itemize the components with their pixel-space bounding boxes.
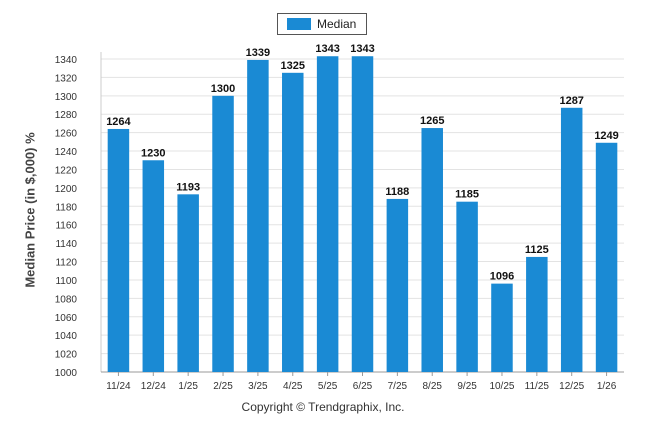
data-label: 1264	[106, 116, 131, 128]
y-tick-label: 1100	[55, 276, 77, 287]
y-tick-label: 1040	[55, 331, 78, 342]
bar	[526, 256, 548, 372]
y-tick-label: 1060	[55, 313, 78, 324]
bar	[212, 95, 234, 372]
y-tick-label: 1020	[55, 350, 78, 361]
y-tick-label: 1140	[55, 239, 77, 250]
x-tick-label: 7/25	[388, 381, 408, 392]
x-tick-label: 3/25	[248, 381, 268, 392]
data-label: 1287	[559, 95, 583, 107]
bar	[386, 198, 409, 372]
y-tick-label: 1260	[55, 129, 78, 140]
legend-label: Median	[317, 17, 357, 31]
x-tick-label: 12/25	[559, 381, 584, 392]
bar	[595, 142, 618, 372]
bar	[316, 56, 339, 373]
data-label: 1300	[211, 83, 235, 95]
y-tick-label: 1000	[55, 368, 78, 379]
x-tick-label: 8/25	[422, 381, 442, 392]
data-label: 1343	[315, 43, 339, 55]
data-label: 1230	[141, 147, 165, 159]
bar	[247, 59, 269, 372]
bar	[560, 107, 583, 373]
y-tick-label: 1120	[55, 258, 77, 269]
x-tick-label: 11/24	[106, 381, 131, 392]
bar	[282, 72, 304, 372]
x-tick-label: 5/25	[318, 381, 338, 392]
copyright-text: Copyright © Trendgraphix, Inc.	[241, 400, 405, 414]
data-label: 1188	[385, 186, 409, 198]
legend-swatch	[287, 18, 311, 30]
data-label: 1185	[455, 189, 479, 201]
data-label: 1265	[420, 115, 444, 127]
x-tick-label: 1/25	[178, 381, 198, 392]
bar	[107, 128, 130, 372]
y-tick-label: 1080	[55, 294, 78, 305]
data-label: 1325	[281, 60, 305, 72]
y-tick-label: 1220	[55, 165, 78, 176]
bar	[491, 283, 513, 372]
bar	[456, 201, 478, 372]
x-tick-label: 9/25	[457, 381, 477, 392]
bar	[177, 194, 199, 372]
y-tick-label: 1160	[55, 221, 77, 232]
x-tick-label: 11/25	[525, 381, 550, 392]
y-tick-label: 1340	[55, 55, 78, 66]
legend: Median	[277, 13, 367, 35]
y-tick-label: 1200	[55, 184, 78, 195]
data-label: 1096	[490, 271, 514, 283]
data-label: 1339	[246, 47, 270, 59]
data-label: 1193	[176, 181, 200, 193]
data-label: 1249	[594, 130, 618, 142]
x-tick-label: 1/26	[597, 381, 617, 392]
x-tick-label: 10/25	[489, 381, 514, 392]
y-tick-label: 1180	[55, 202, 77, 213]
y-tick-label: 1300	[55, 92, 78, 103]
y-tick-label: 1240	[55, 147, 78, 158]
data-label: 1125	[525, 244, 549, 256]
x-tick-label: 6/25	[353, 381, 373, 392]
x-tick-label: 2/25	[213, 381, 233, 392]
y-axis-label: Median Price (in $,000) %	[22, 132, 38, 288]
y-tick-label: 1320	[55, 73, 78, 84]
bar	[351, 56, 374, 373]
y-tick-label: 1280	[55, 110, 78, 121]
bar	[142, 160, 165, 372]
x-tick-label: 12/24	[141, 381, 166, 392]
data-label: 1343	[350, 43, 374, 55]
x-tick-label: 4/25	[283, 381, 303, 392]
bar	[421, 128, 443, 372]
